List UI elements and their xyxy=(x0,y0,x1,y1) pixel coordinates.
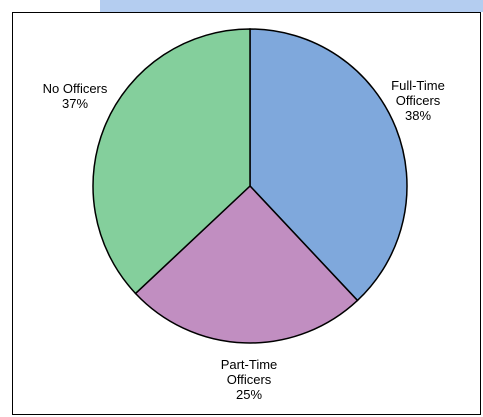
slice-label-part-time-pct: 25% xyxy=(236,387,262,402)
pie-slice-part-time xyxy=(134,184,359,344)
pie-slice-no-officers xyxy=(92,28,251,295)
slice-label-no-officers-pct: 37% xyxy=(62,96,88,111)
top-band xyxy=(100,0,483,12)
slice-label-full-time: Full-Time xyxy=(391,78,445,93)
slice-label-full-time-pct: 38% xyxy=(405,108,431,123)
pie-slice-full-time xyxy=(249,28,408,302)
slice-label-part-time-officers: Officers xyxy=(227,372,272,387)
slice-label-full-time-officers: Officers xyxy=(396,93,441,108)
slice-label-part-time: Part-Time xyxy=(221,357,278,372)
slice-label-no-officers: No Officers xyxy=(43,81,108,96)
